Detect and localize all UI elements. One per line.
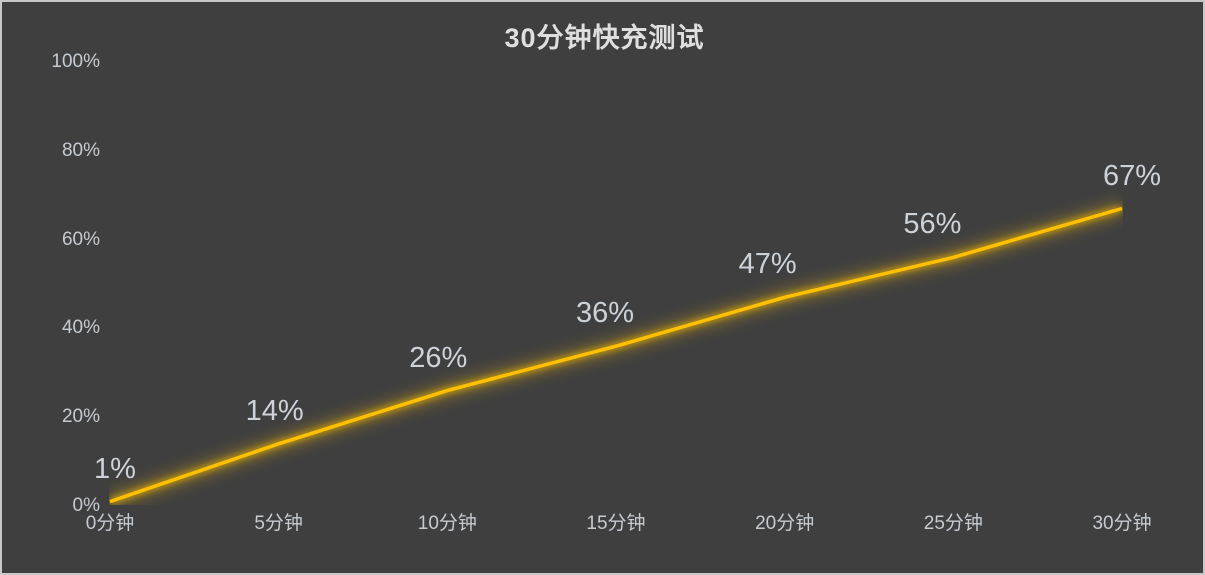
y-tick-label: 100% [51, 51, 100, 72]
charge-line [109, 206, 1123, 504]
data-label: 47% [738, 248, 797, 281]
x-tick-label: 0分钟 [85, 513, 135, 534]
chart-title: 30分钟快充测试 [504, 23, 705, 53]
x-tick-label: 5分钟 [254, 513, 303, 534]
x-tick-label: 25分钟 [923, 513, 983, 534]
x-tick-label: 15分钟 [586, 513, 646, 534]
y-tick-label: 40% [61, 317, 100, 339]
charge-line-group [109, 200, 1123, 505]
x-tick-label: 30分钟 [1092, 513, 1152, 534]
data-label: 36% [575, 297, 635, 330]
data-label: 26% [409, 341, 468, 374]
data-label: 1% [94, 452, 136, 485]
x-tick-label: 20分钟 [755, 513, 815, 534]
data-label: 14% [245, 394, 304, 427]
y-tick-label: 80% [61, 139, 100, 161]
y-tick-label: 0% [72, 495, 100, 516]
y-tick-label: 20% [61, 406, 100, 428]
data-label: 67% [1102, 159, 1162, 192]
x-tick-label: 10分钟 [417, 513, 477, 534]
data-label: 56% [903, 208, 962, 241]
y-tick-label: 60% [61, 228, 100, 250]
